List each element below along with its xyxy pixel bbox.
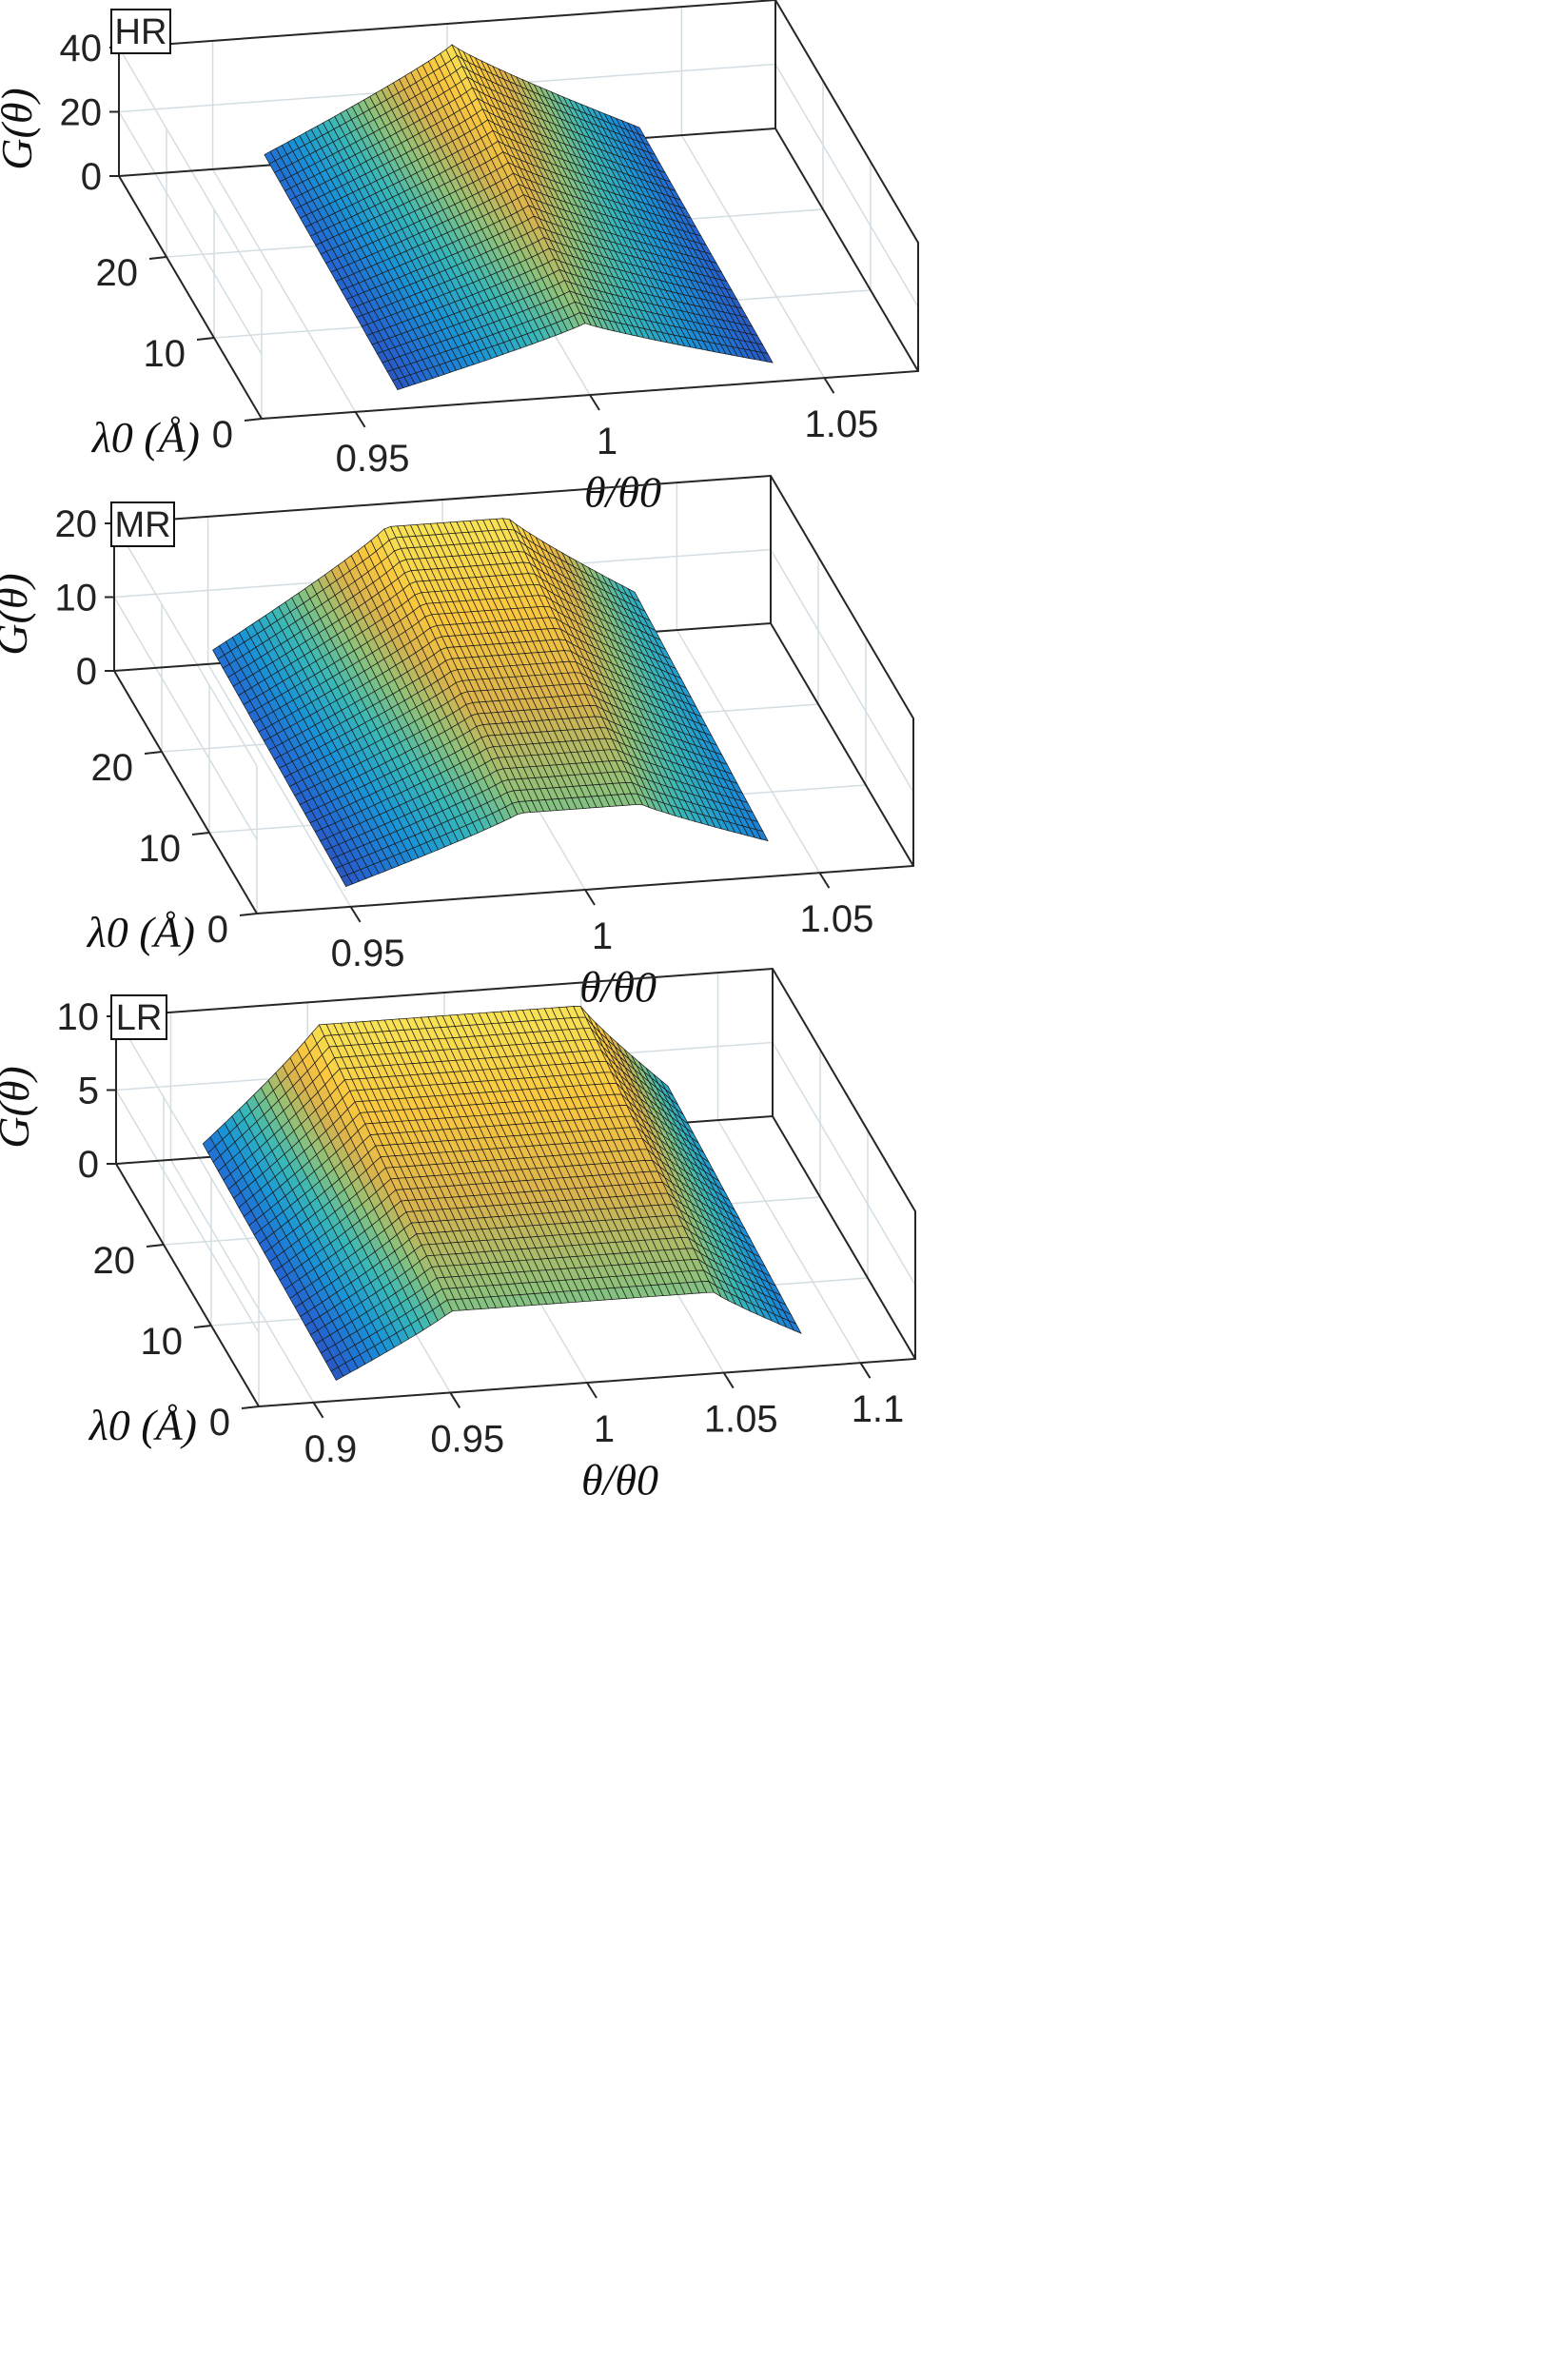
x-tick-mark — [354, 411, 366, 428]
z-axis-label: G(θ) — [0, 88, 41, 169]
z-tick-label: 10 — [55, 578, 98, 619]
x-tick-label: 1.05 — [804, 403, 878, 445]
z-axis-label: G(θ) — [0, 573, 36, 655]
panel-label: MR — [114, 505, 170, 545]
panel-label: HR — [115, 12, 167, 52]
y-tick-mark — [191, 832, 210, 836]
surface-patch — [760, 351, 774, 364]
x-tick-mark — [818, 872, 831, 889]
x-tick-label: 0.95 — [331, 933, 405, 974]
x-tick-label: 1.05 — [799, 898, 873, 940]
x-tick-label: 1 — [592, 915, 613, 957]
y-axis-label: λ0 (Å) — [86, 908, 195, 956]
surface-patch — [755, 829, 769, 842]
x-tick-label: 0.95 — [336, 438, 410, 480]
panel-label-box — [110, 501, 175, 547]
surface — [264, 44, 774, 391]
z-tick-label: 20 — [55, 503, 98, 545]
surface — [212, 518, 769, 888]
z-tick-label: 0 — [76, 651, 97, 693]
y-tick-mark — [244, 418, 263, 422]
x-tick-mark — [823, 377, 835, 394]
z-tick-label: 0 — [81, 156, 102, 198]
y-tick-label: 10 — [139, 828, 182, 870]
y-axis-label: λ0 (Å) — [90, 413, 200, 462]
x-axis-label: θ/θ0 — [584, 468, 661, 517]
y-tick-mark — [148, 256, 167, 260]
x-tick-label: 1 — [597, 421, 617, 462]
x-tick-mark — [584, 889, 596, 906]
y-tick-label: 20 — [91, 747, 134, 789]
y-tick-mark — [196, 337, 215, 341]
x-tick-mark — [589, 394, 600, 411]
y-tick-label: 20 — [96, 252, 139, 294]
panel-label-box — [110, 9, 171, 54]
y-tick-mark — [144, 751, 163, 755]
x-tick-mark — [349, 906, 362, 923]
z-tick-label: 20 — [60, 92, 103, 134]
x-axis-label: θ/θ0 — [579, 963, 657, 1012]
surface — [202, 1006, 802, 1381]
z-tick-label: 40 — [60, 28, 103, 69]
y-tick-label: 0 — [212, 414, 233, 456]
y-tick-label: 0 — [207, 909, 228, 951]
y-tick-mark — [239, 913, 258, 916]
y-tick-label: 10 — [144, 333, 186, 375]
